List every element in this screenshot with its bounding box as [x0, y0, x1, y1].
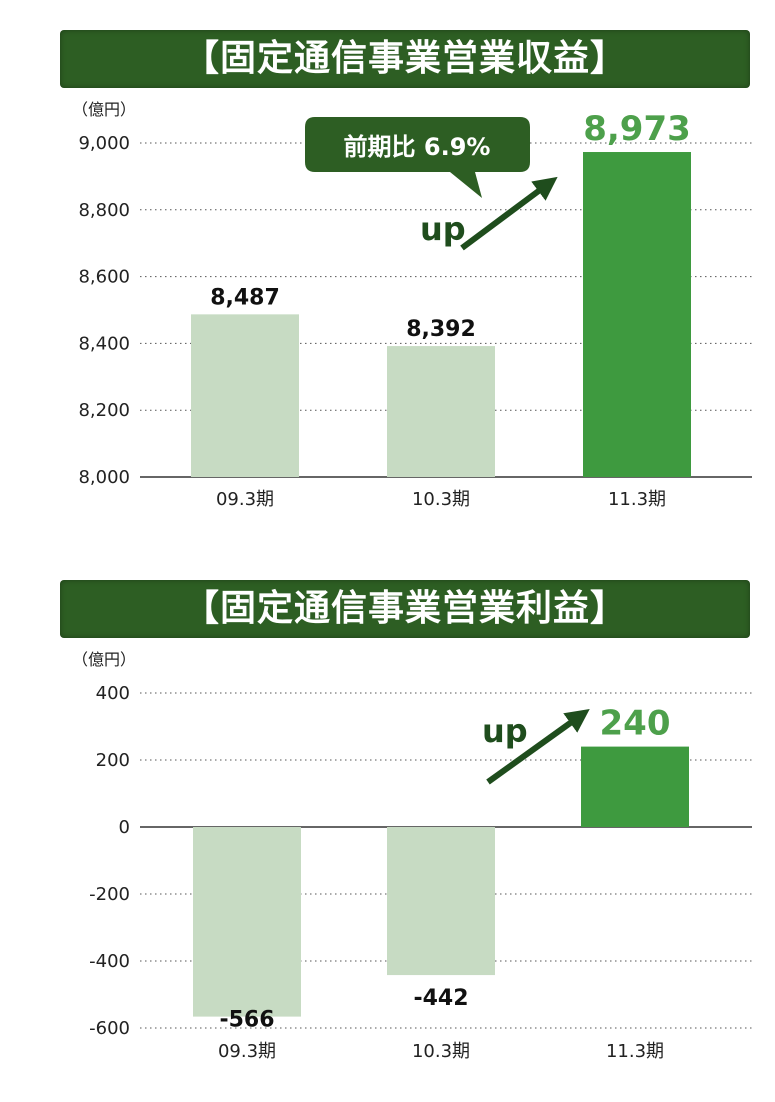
callout-text: 前期比 6.9% [344, 133, 491, 161]
up-arrow [486, 709, 590, 785]
revenue-chart: （億円） 8,000 8,200 8,400 8,600 8,800 9,000 8,487 0… [72, 100, 752, 510]
y-tick-label: -600 [89, 1018, 130, 1039]
y-tick-label: 8,800 [78, 200, 130, 221]
y-tick-label: 8,600 [78, 267, 130, 288]
value-label: 240 [600, 704, 671, 744]
y-unit-label: （億円） [72, 650, 136, 669]
y-tick-label: 200 [96, 750, 130, 771]
value-label: -442 [413, 986, 468, 1011]
up-arrow-label: up [482, 712, 528, 750]
y-tick-label: 9,000 [78, 133, 130, 154]
x-category-label: 11.3期 [606, 1041, 664, 1062]
y-tick-label: -400 [89, 951, 130, 972]
up-arrow [460, 176, 558, 251]
y-tick-label: 8,200 [78, 400, 130, 421]
value-label: -566 [219, 1008, 274, 1033]
y-tick-label: 8,000 [78, 467, 130, 488]
y-tick-label: 0 [119, 817, 130, 838]
up-arrow-label: up [420, 210, 466, 248]
bar-11.3期 [583, 152, 691, 477]
chart2-title-banner: 【固定通信事業営業利益】 [60, 580, 750, 638]
x-category-label: 10.3期 [412, 489, 470, 510]
x-category-label: 11.3期 [608, 489, 666, 510]
value-label: 8,487 [210, 285, 280, 310]
x-category-label: 09.3期 [216, 489, 274, 510]
x-category-label: 10.3期 [412, 1041, 470, 1062]
y-unit-label: （億円） [72, 100, 136, 119]
y-tick-label: -200 [89, 884, 130, 905]
value-label: 8,392 [406, 317, 476, 342]
profit-chart: （億円） -600 -400 -200 0 200 400 -566 09.3期 -442 10.3… [72, 650, 752, 1062]
x-category-label: 09.3期 [218, 1041, 276, 1062]
value-label: 8,973 [583, 109, 691, 149]
y-tick-label: 400 [96, 683, 130, 704]
y-tick-label: 8,400 [78, 333, 130, 354]
bar-09.3期 [193, 827, 301, 1017]
bar-09.3期 [191, 314, 299, 477]
bar-11.3期 [581, 746, 689, 827]
chart1-title-banner: 【固定通信事業営業収益】 [60, 30, 750, 88]
bar-10.3期 [387, 346, 495, 477]
callout-bubble [305, 117, 530, 198]
bar-10.3期 [387, 827, 495, 976]
